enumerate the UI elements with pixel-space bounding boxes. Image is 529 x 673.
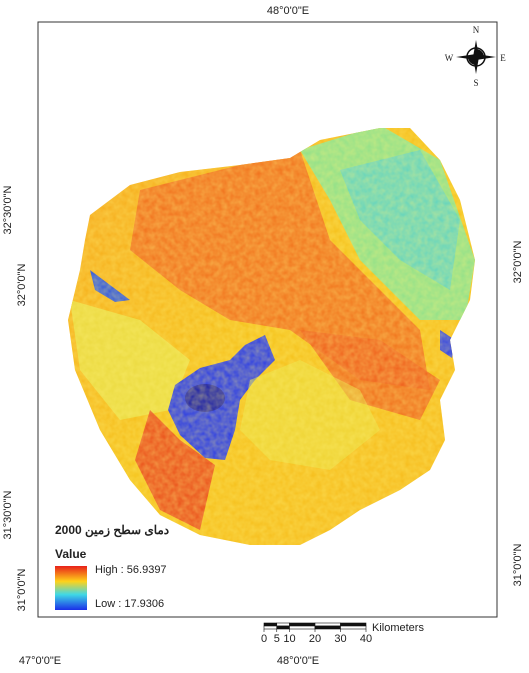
legend-high: High : 56.9397 (95, 564, 167, 576)
graticule-left-label: 32°0'0"N (16, 264, 28, 307)
graticule-bottom-label: 48°0'0"E (277, 655, 319, 667)
map-page: N S W E 48°0'0"E 47°0'0"E 48°0'0"E 32°30… (0, 0, 529, 673)
scale-tick-label: 40 (360, 633, 372, 645)
scale-segment (264, 626, 277, 629)
scale-segment (341, 623, 367, 626)
graticule-left-label: 31°0'0"N (16, 569, 28, 612)
compass-north: N (473, 25, 480, 35)
scale-tick-label: 20 (309, 633, 321, 645)
scale-segment (315, 623, 341, 626)
scale-segment (290, 626, 316, 629)
scale-segment (264, 623, 277, 626)
scale-unit: Kilometers (372, 622, 424, 634)
color-ramp (55, 566, 87, 610)
legend: دمای سطح زمین 2000 Value High : 56.9397 … (55, 523, 169, 610)
scale-segment (277, 623, 290, 626)
graticule-bottom-label: 47°0'0"E (19, 655, 61, 667)
graticule-left-label: 31°30'0"N (2, 490, 14, 539)
graticule-left-label: 32°30'0"N (2, 185, 14, 234)
graticule-top-label: 48°0'0"E (267, 5, 309, 17)
scale-segment (277, 626, 290, 629)
scale-segment (341, 626, 367, 629)
graticule-right-label: 31°0'0"N (512, 544, 524, 587)
scale-tick-label: 30 (334, 633, 346, 645)
scale-segment (290, 623, 316, 626)
scale-tick-label: 5 (274, 633, 280, 645)
legend-title: دمای سطح زمین 2000 (55, 523, 169, 538)
scale-segment (315, 626, 341, 629)
graticule-right-label: 32°0'0"N (512, 241, 524, 284)
legend-low: Low : 17.9306 (95, 598, 164, 610)
compass-east: E (500, 53, 506, 63)
compass-west: W (445, 53, 454, 63)
legend-heading: Value (55, 547, 87, 561)
scale-tick-label: 0 (261, 633, 267, 645)
scale-tick-label: 10 (283, 633, 295, 645)
compass-south: S (473, 78, 478, 88)
